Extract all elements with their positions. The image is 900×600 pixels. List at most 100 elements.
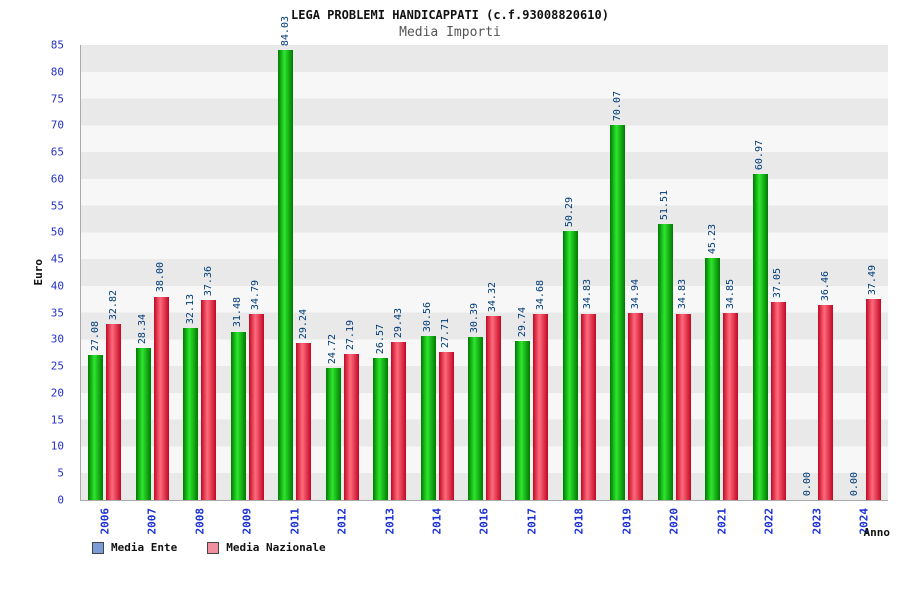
bar-media-ente <box>610 124 626 500</box>
bar-value-label: 34.68 <box>534 280 546 311</box>
bar-value-label: 26.57 <box>374 323 386 354</box>
bar-value-label: 34.83 <box>677 279 689 310</box>
bar-media-nazionale <box>628 312 644 500</box>
bar-column: 37.36 <box>201 45 217 500</box>
bar-value-label: 29.74 <box>516 306 528 337</box>
legend-label-media-nazionale: Media Nazionale <box>226 541 326 554</box>
y-tick-label: 80 <box>50 65 64 79</box>
x-axis-title: Anno <box>863 526 891 539</box>
bar-media-nazionale <box>438 351 454 500</box>
bar-value-label: 36.46 <box>819 270 831 301</box>
bar-value-label: 70.07 <box>611 90 623 121</box>
bar-group-2024: 0.00 37.49 2024 <box>848 45 881 535</box>
y-tick-label: 60 <box>50 172 64 186</box>
x-tick-label: 2017 <box>525 508 539 535</box>
bar-value-label: 50.29 <box>564 196 576 227</box>
x-tick-label: 2012 <box>335 508 349 535</box>
bar-media-nazionale <box>485 316 501 500</box>
y-tick-label: 45 <box>50 252 64 266</box>
bar-media-nazionale <box>675 313 691 500</box>
bar-column: 24.72 <box>325 45 341 500</box>
bar-value-label: 51.51 <box>659 190 671 221</box>
bar-media-ente <box>88 355 104 500</box>
bar-column: 29.74 <box>515 45 531 500</box>
x-tick-label: 2023 <box>810 508 824 535</box>
bar-column: 29.43 <box>391 45 407 500</box>
bar-media-nazionale <box>153 296 169 500</box>
bar-group-2014: 30.56 27.71 2014 <box>420 45 454 535</box>
bar-column: 38.00 <box>153 45 169 500</box>
y-tick-label: 70 <box>50 118 64 132</box>
bar-column: 51.51 <box>657 45 673 500</box>
bar-media-nazionale <box>343 354 359 500</box>
bar-value-label: 34.85 <box>724 279 736 310</box>
bar-media-nazionale <box>770 301 786 500</box>
x-tick-label: 2007 <box>145 508 159 535</box>
bar-value-label: 32.13 <box>184 293 196 325</box>
bar-group-2016: 30.39 34.32 2016 <box>467 45 501 535</box>
bar-media-nazionale <box>201 300 217 500</box>
bar-value-label: 45.23 <box>706 223 718 254</box>
bar-value-label: 34.83 <box>582 279 594 310</box>
legend-item-media-nazionale: Media Nazionale <box>207 541 326 554</box>
x-tick-label: 2019 <box>620 508 634 535</box>
bar-media-ente <box>467 337 483 500</box>
bars-container: 27.08 32.82 2006 28.34 38.00 2007 32.13 37.36 20… <box>81 16 888 535</box>
bar-column: 45.23 <box>705 45 721 500</box>
bar-column: 27.19 <box>343 45 359 500</box>
bar-value-label: 30.39 <box>469 303 481 334</box>
bar-value-label: 31.48 <box>232 297 244 328</box>
x-tick-label: 2018 <box>572 508 586 535</box>
bar-group-2019: 70.07 34.94 2019 <box>610 45 644 535</box>
bar-media-ente <box>562 230 578 500</box>
y-tick-label: 5 <box>57 466 64 480</box>
bar-group-2023: 0.00 36.46 2023 <box>800 45 834 535</box>
y-axis: 0 5 10 15 20 25 30 35 40 45 50 55 60 65 70 75 80 85 <box>0 40 72 506</box>
bar-value-label: 34.32 <box>487 282 499 313</box>
x-tick-label: 2021 <box>715 508 729 535</box>
bar-column: 27.71 <box>438 45 454 500</box>
bar-group-2017: 29.74 34.68 2017 <box>515 45 549 535</box>
bar-column: 34.94 <box>628 45 644 500</box>
bar-column: 26.57 <box>373 45 389 500</box>
bar-value-label: 0.00 <box>801 471 813 496</box>
bar-value-label: 34.79 <box>250 279 262 310</box>
bar-value-label: 84.03 <box>279 16 291 47</box>
bar-value-label: 37.05 <box>772 267 784 298</box>
bar-column: 0.00 <box>848 45 863 500</box>
bar-media-ente <box>325 367 341 500</box>
bar-media-ente <box>657 224 673 500</box>
legend: Media Ente Media Nazionale <box>92 541 326 554</box>
y-tick-label: 15 <box>50 413 64 427</box>
y-tick-label: 50 <box>50 225 64 239</box>
bar-group-2012: 24.72 27.19 2012 <box>325 45 359 535</box>
chart-title: LEGA PROBLEMI HANDICAPPATI (c.f.93008820… <box>291 8 609 22</box>
bar-media-nazionale <box>580 313 596 500</box>
bar-media-nazionale <box>248 313 264 500</box>
bar-group-2009: 31.48 34.79 2009 <box>230 45 264 535</box>
y-tick-label: 25 <box>50 359 64 373</box>
legend-label-media-ente: Media Ente <box>111 541 178 554</box>
bar-group-2006: 27.08 32.82 2006 <box>88 45 122 535</box>
x-tick-label: 2008 <box>193 508 207 535</box>
bar-value-label: 37.49 <box>867 265 879 296</box>
bar-column: 84.03 <box>278 16 294 500</box>
x-tick-label: 2009 <box>240 508 254 535</box>
bar-media-nazionale <box>818 304 834 500</box>
bar-column: 34.79 <box>248 45 264 500</box>
bar-value-label: 60.97 <box>754 139 766 170</box>
bar-column: 30.39 <box>467 45 483 500</box>
bar-value-label: 0.00 <box>849 471 861 496</box>
plot-area: 27.08 32.82 2006 28.34 38.00 2007 32.13 37.36 20… <box>80 16 888 535</box>
bar-media-nazionale <box>106 324 122 500</box>
bar-column: 50.29 <box>562 45 578 500</box>
bar-media-ente <box>705 257 721 500</box>
bar-column: 30.56 <box>420 45 436 500</box>
bar-value-label: 37.36 <box>202 265 214 297</box>
legend-item-media-ente: Media Ente <box>92 541 177 554</box>
bar-column: 0.00 <box>800 45 815 500</box>
bar-column: 34.83 <box>580 45 596 500</box>
bar-media-nazionale <box>391 342 407 500</box>
bar-column: 60.97 <box>752 45 768 500</box>
bar-media-ente <box>183 328 199 500</box>
